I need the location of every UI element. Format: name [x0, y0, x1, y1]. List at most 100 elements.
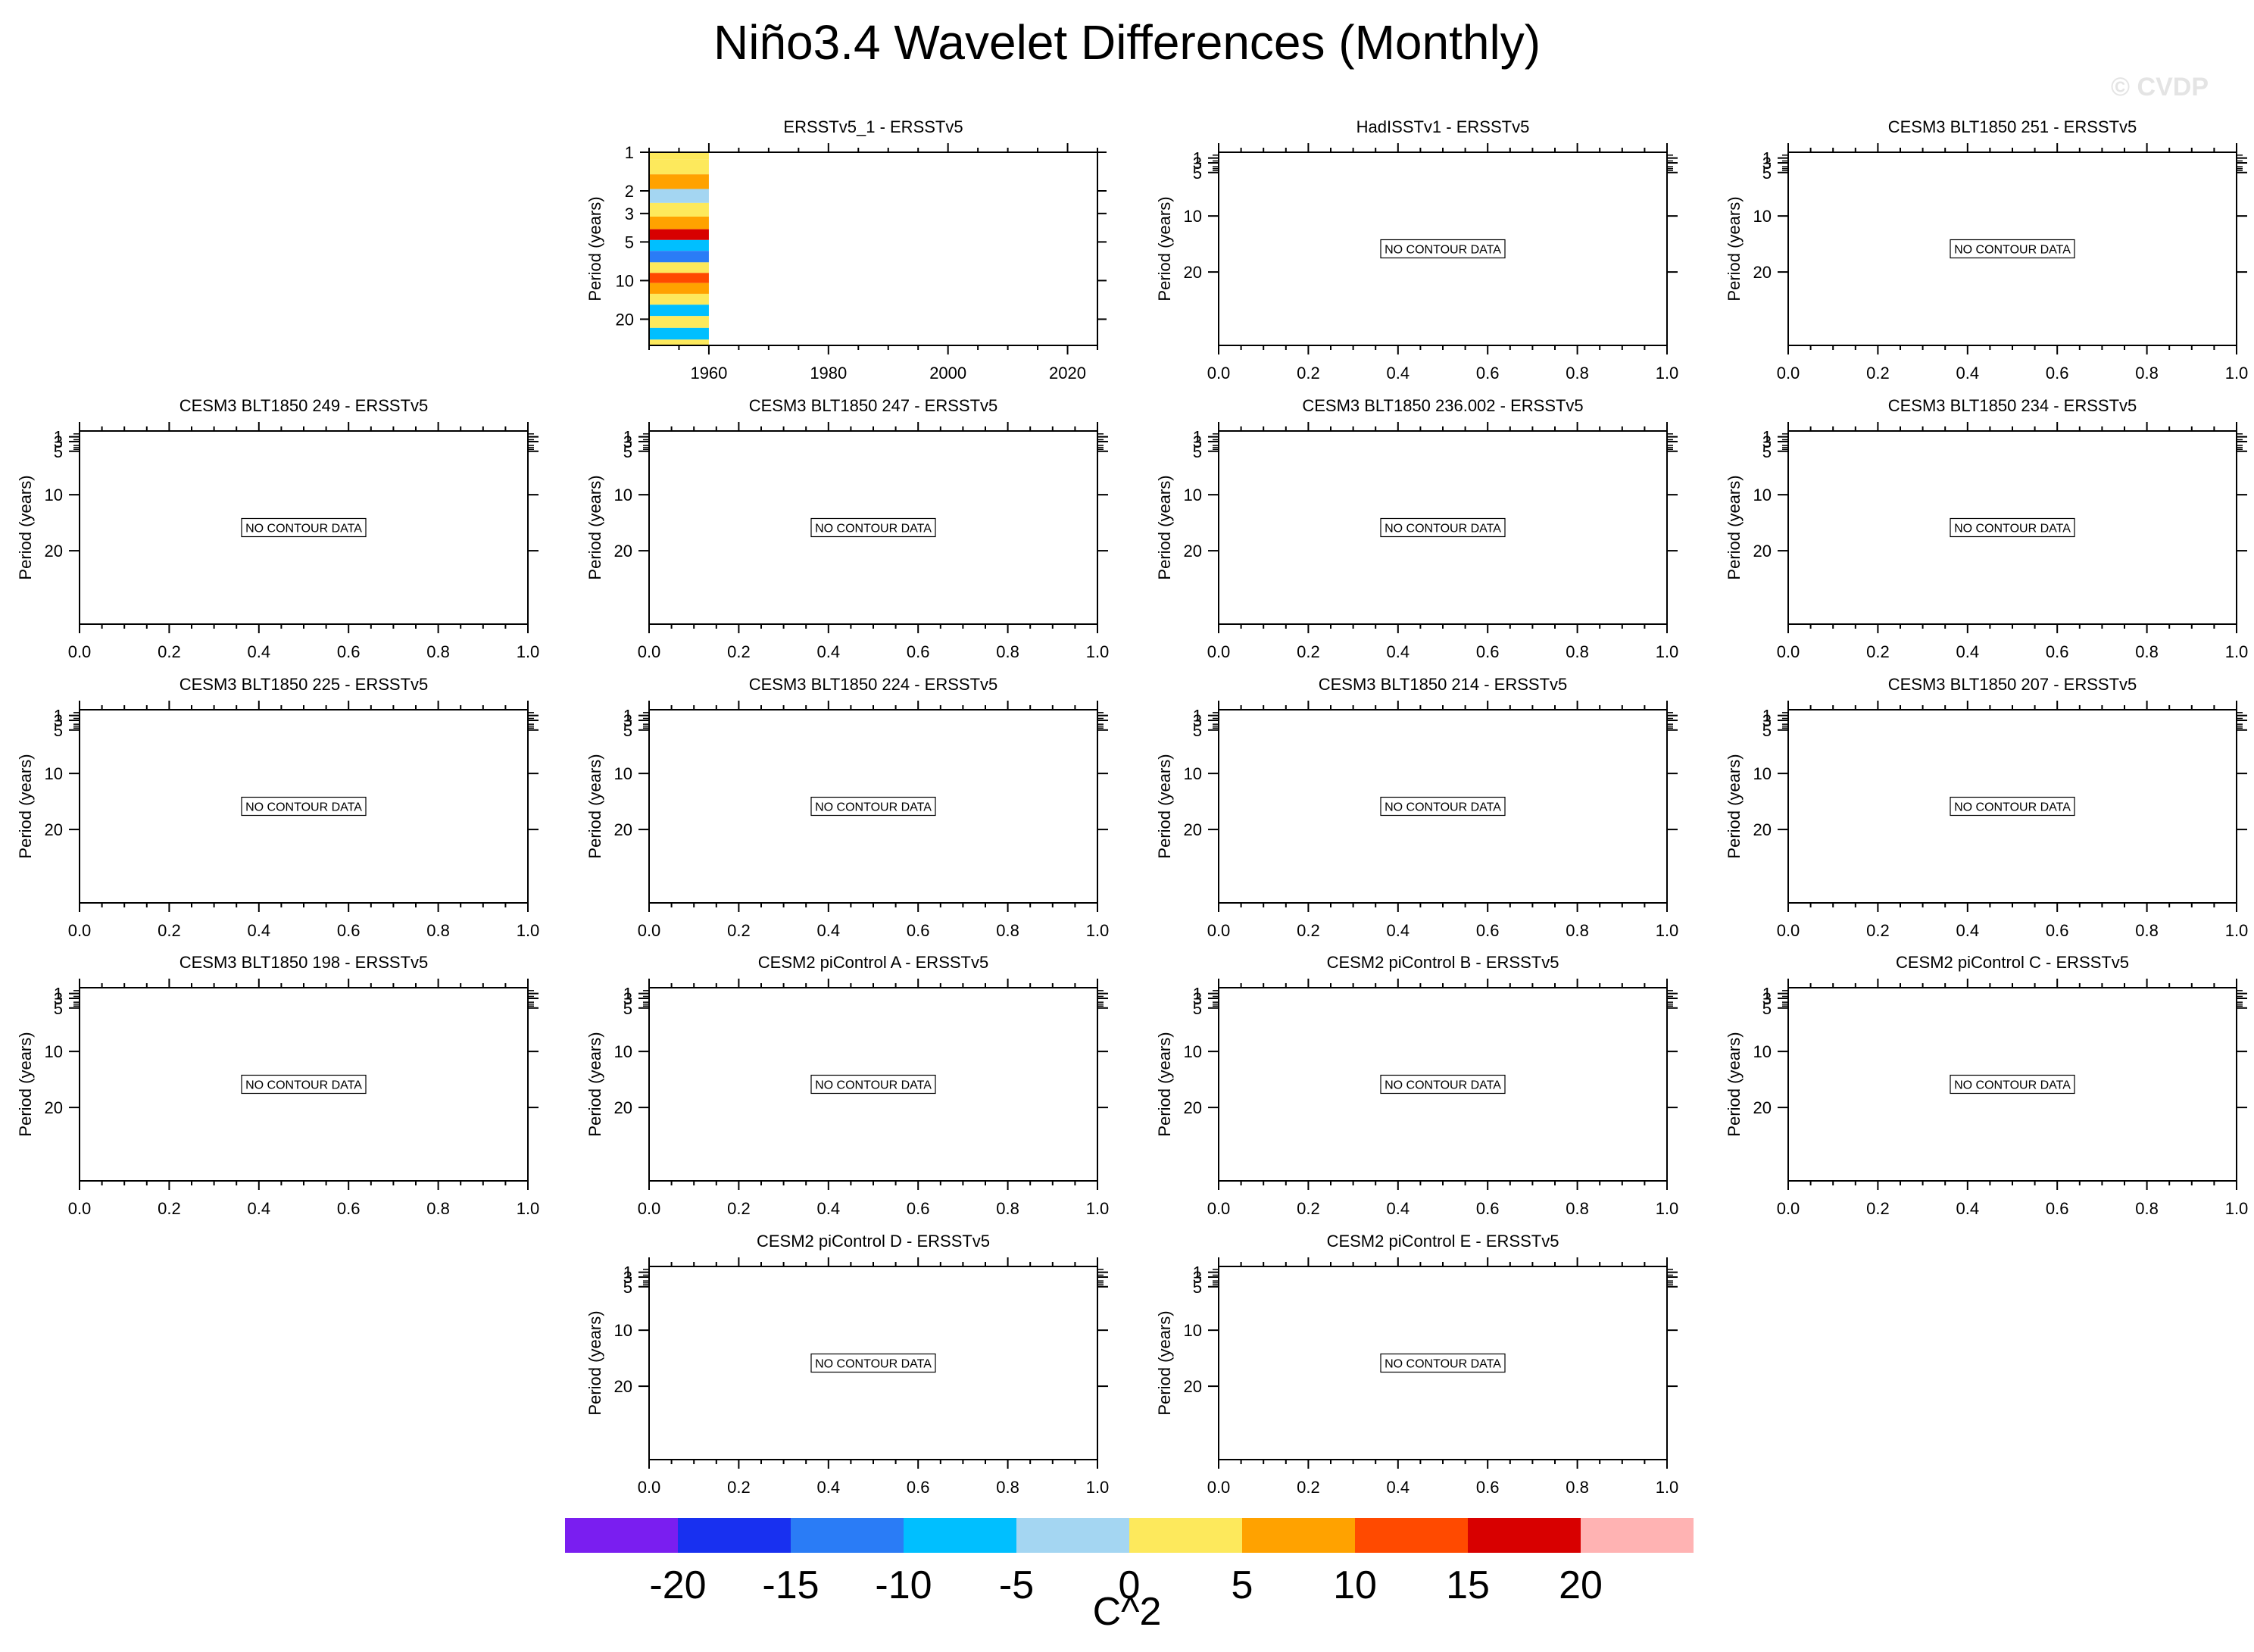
wavelet-band	[649, 304, 709, 317]
y-axis-label: Period (years)	[1155, 1032, 1174, 1136]
no-contour-label: NO CONTOUR DATA	[1385, 1358, 1501, 1371]
wavelet-band	[649, 273, 709, 283]
x-tick-label: 0.6	[907, 642, 930, 661]
colorbar-tick-label: 5	[1232, 1563, 1253, 1607]
no-contour-label: NO CONTOUR DATA	[1385, 801, 1501, 814]
y-tick-label: 10	[616, 271, 634, 290]
wavelet-panel: CESM3 BLT1850 249 - ERSSTv5 Period (years…	[16, 396, 539, 661]
y-axis-label: Period (years)	[1155, 196, 1174, 301]
y-tick-label: 3	[623, 1268, 632, 1287]
y-tick-label: 3	[1193, 433, 1202, 451]
y-tick-label: 20	[1184, 1098, 1202, 1117]
wavelet-band	[649, 152, 709, 160]
wavelet-band	[649, 283, 709, 294]
wavelet-band	[649, 262, 709, 273]
x-tick-label: 0.8	[426, 642, 450, 661]
y-tick-label: 1	[1193, 149, 1202, 168]
y-tick-label: 10	[1753, 486, 1772, 504]
no-contour-label: NO CONTOUR DATA	[1954, 1079, 2071, 1092]
y-axis-label: Period (years)	[585, 1032, 604, 1136]
no-contour-label: NO CONTOUR DATA	[815, 801, 932, 814]
x-tick-label: 0.6	[337, 921, 361, 940]
wavelet-panel: HadISSTv1 - ERSSTv5 Period (years) 135 10 20…	[1155, 117, 1678, 383]
x-tick-label: 0.6	[907, 1199, 930, 1218]
panel-title: CESM2 piControl D - ERSSTv5	[757, 1232, 990, 1251]
no-data-box	[1950, 239, 2075, 259]
y-tick-label: 20	[614, 542, 632, 561]
y-tick-label: 20	[1184, 542, 1202, 561]
x-tick-label: 0.2	[1297, 364, 1320, 383]
y-tick-label: 5	[1193, 999, 1202, 1018]
panel-title: ERSSTv5_1 - ERSSTv5	[783, 117, 963, 136]
y-axis-label: Period (years)	[1725, 754, 1744, 858]
y-tick-label: 1	[625, 143, 634, 162]
x-tick-label: 0.0	[1207, 364, 1231, 383]
y-tick-label: 5	[1762, 999, 1772, 1018]
no-data-box	[810, 1074, 936, 1095]
colorbar-tick-label: -15	[762, 1563, 819, 1607]
wavelet-band	[649, 239, 709, 251]
y-tick-label: 10	[45, 486, 63, 504]
y-tick-label: 5	[1193, 721, 1202, 740]
colorbar-tick-label: -5	[999, 1563, 1034, 1607]
x-tick-label: 0.0	[638, 1199, 661, 1218]
x-tick-label: 0.8	[1566, 1478, 1589, 1497]
y-tick-label: 1	[1762, 149, 1772, 168]
x-tick-label: 0.4	[248, 921, 271, 940]
no-contour-label: NO CONTOUR DATA	[245, 523, 362, 536]
x-tick-label: 0.6	[907, 1478, 930, 1497]
y-tick-label: 3	[623, 711, 632, 730]
wavelet-panel: CESM3 BLT1850 207 - ERSSTv5 Period (years…	[1725, 675, 2248, 940]
x-tick-label: 1.0	[1656, 1199, 1679, 1218]
colorbar-tick-label: -10	[875, 1563, 932, 1607]
x-tick-label: 0.4	[1956, 921, 1980, 940]
x-tick-label: 1.0	[1086, 1478, 1110, 1497]
no-data-box	[810, 1353, 936, 1373]
panel-title: CESM3 BLT1850 251 - ERSSTv5	[1888, 117, 2137, 136]
y-axis-label: Period (years)	[16, 1032, 35, 1136]
x-tick-label: 0.0	[1207, 1199, 1231, 1218]
x-tick-label: 0.0	[1777, 642, 1800, 661]
wavelet-panel: CESM3 BLT1850 251 - ERSSTv5 Period (years…	[1725, 117, 2248, 383]
y-axis-label: Period (years)	[585, 475, 604, 579]
y-tick-label: 1	[623, 985, 632, 1004]
no-contour-label: NO CONTOUR DATA	[815, 523, 932, 536]
y-tick-label: 20	[1184, 820, 1202, 839]
wavelet-panel: CESM3 BLT1850 198 - ERSSTv5 Period (years…	[16, 953, 539, 1218]
x-tick-label: 1.0	[517, 1199, 540, 1218]
panel-title: CESM3 BLT1850 247 - ERSSTv5	[749, 396, 998, 415]
colorbar-segment	[1242, 1518, 1355, 1553]
x-tick-label: 2000	[929, 364, 966, 383]
x-tick-label: 0.6	[1476, 364, 1500, 383]
wavelet-band	[649, 316, 709, 328]
y-axis-label: Period (years)	[585, 754, 604, 858]
y-tick-label: 3	[623, 433, 632, 451]
x-tick-label: 0.2	[1297, 921, 1320, 940]
x-tick-label: 0.2	[727, 1199, 751, 1218]
y-tick-label: 20	[45, 542, 63, 561]
y-tick-label: 3	[54, 989, 63, 1008]
x-tick-label: 0.6	[2046, 1199, 2069, 1218]
x-tick-label: 0.0	[68, 921, 92, 940]
x-tick-label: 0.0	[1207, 642, 1231, 661]
x-tick-label: 0.4	[1956, 642, 1980, 661]
x-tick-label: 1.0	[1086, 921, 1110, 940]
no-contour-label: NO CONTOUR DATA	[1385, 1079, 1501, 1092]
no-contour-label: NO CONTOUR DATA	[1385, 523, 1501, 536]
panel-title: CESM3 BLT1850 225 - ERSSTv5	[180, 675, 429, 694]
no-contour-label: NO CONTOUR DATA	[1385, 244, 1501, 257]
x-tick-label: 0.2	[1866, 642, 1890, 661]
y-tick-label: 3	[625, 205, 634, 223]
y-tick-label: 2	[625, 182, 634, 201]
colorbar-segment	[1129, 1518, 1242, 1553]
no-data-box	[1380, 1353, 1506, 1373]
no-contour-label: NO CONTOUR DATA	[245, 1079, 362, 1092]
no-data-box	[810, 796, 936, 817]
y-axis-label: Period (years)	[1725, 196, 1744, 301]
wavelet-band	[649, 229, 709, 240]
x-tick-label: 1.0	[517, 921, 540, 940]
wavelet-panel: ERSSTv5_1 - ERSSTv5 Period (years) 1 2 3 5 10 2…	[585, 117, 1107, 383]
y-tick-label: 20	[1753, 820, 1772, 839]
y-axis-label: Period (years)	[1155, 475, 1174, 579]
x-tick-label: 0.4	[817, 1478, 841, 1497]
